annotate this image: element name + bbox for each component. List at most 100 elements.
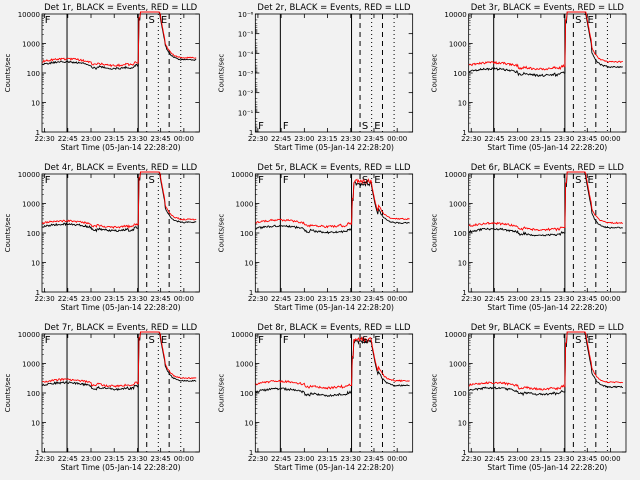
panel-title: Det 2r, BLACK = Events, RED = LLD: [257, 3, 411, 13]
x-axis-label: Start Time (05-Jan-14 22:28:20): [61, 143, 181, 152]
x-tick-label: 23:45: [577, 135, 597, 143]
x-tick-label: 23:00: [81, 135, 101, 143]
x-axis-label: Start Time (05-Jan-14 22:28:20): [274, 143, 394, 152]
panel-8: Det 8r, BLACK = Events, RED = LLD 1 10 100 1…: [217, 323, 414, 472]
y-tick-label: 1: [462, 449, 466, 457]
panel-5: Det 5r, BLACK = Events, RED = LLD 1 10 100 1…: [217, 163, 414, 312]
panel-title: Det 5r, BLACK = Events, RED = LLD: [257, 163, 411, 173]
y-tick-label: 10⁻⁵: [238, 31, 254, 39]
x-tick-label: 23:45: [364, 135, 384, 143]
y-tick-label: 100: [240, 390, 253, 398]
x-tick-label: 23:45: [364, 295, 384, 303]
y-tick-label: 10: [458, 420, 467, 428]
flag-label-e: E: [374, 175, 380, 186]
x-tick-label: 23:00: [508, 295, 528, 303]
x-tick-label: 23:45: [577, 295, 597, 303]
lld-series-line: [255, 336, 410, 390]
y-tick-label: 1000: [22, 361, 40, 369]
x-tick-label: 23:30: [127, 455, 147, 463]
y-tick-label: 10: [31, 420, 40, 428]
y-tick-label: 1: [249, 129, 253, 137]
x-tick-label: 22:30: [34, 295, 54, 303]
y-tick-label: 10000: [231, 331, 253, 339]
x-tick-label: 22:30: [248, 135, 268, 143]
flag-label-f: F: [258, 121, 264, 132]
y-tick-label: 1: [249, 289, 253, 297]
flag-label-e: E: [161, 335, 167, 346]
y-tick-label: 10: [31, 100, 40, 108]
x-tick-label: 23:15: [317, 135, 337, 143]
y-tick-label: 10⁻²: [238, 90, 254, 98]
y-tick-label: 10000: [18, 171, 40, 179]
flag-label-s: S: [148, 15, 154, 26]
y-tick-label: 10000: [18, 11, 40, 19]
flag-label-s: S: [362, 175, 368, 186]
x-tick-label: 23:30: [127, 135, 147, 143]
flag-label-e: E: [161, 15, 167, 26]
x-tick-label: 23:30: [341, 455, 361, 463]
flag-label-f: F: [45, 175, 51, 186]
y-tick-label: 1: [462, 129, 466, 137]
y-tick-label: 100: [27, 70, 40, 78]
x-tick-label: 23:15: [317, 295, 337, 303]
flag-label-f: F: [283, 121, 289, 132]
flag-label-e: E: [374, 335, 380, 346]
x-tick-label: 22:30: [461, 135, 481, 143]
flag-label-s: S: [362, 335, 368, 346]
flag-label-s: S: [148, 335, 154, 346]
panel-title: Det 7r, BLACK = Events, RED = LLD: [44, 323, 198, 333]
panel-3: Det 3r, BLACK = Events, RED = LLD 1 10 100 1…: [431, 3, 627, 152]
x-tick-label: 22:45: [271, 455, 291, 463]
x-tick-label: 22:45: [271, 295, 291, 303]
y-tick-label: 1: [249, 449, 253, 457]
x-tick-label: 23:00: [508, 135, 528, 143]
x-axis-label: Start Time (05-Jan-14 22:28:20): [61, 303, 181, 312]
x-axis-label: Start Time (05-Jan-14 22:28:20): [487, 463, 607, 472]
y-axis-label: Counts/sec: [431, 374, 439, 413]
y-tick-label: 10000: [231, 171, 253, 179]
events-series-line: [42, 171, 197, 233]
x-tick-label: 23:30: [554, 455, 574, 463]
lld-series-line: [41, 171, 197, 230]
panel-title: Det 3r, BLACK = Events, RED = LLD: [471, 3, 625, 13]
x-tick-label: 23:00: [81, 295, 101, 303]
panel-6: Det 6r, BLACK = Events, RED = LLD 1 10 100 1…: [431, 163, 627, 312]
flag-label-s: S: [575, 175, 581, 186]
events-series-line: [468, 331, 623, 397]
panel-title: Det 6r, BLACK = Events, RED = LLD: [471, 163, 625, 173]
lld-series-line: [255, 178, 410, 229]
panel-title: Det 9r, BLACK = Events, RED = LLD: [471, 323, 625, 333]
x-tick-label: 23:45: [151, 295, 171, 303]
x-tick-label: 23:15: [104, 135, 124, 143]
y-tick-label: 100: [453, 70, 466, 78]
y-tick-label: 1: [36, 289, 40, 297]
x-tick-label: 23:30: [554, 135, 574, 143]
x-tick-label: 23:30: [341, 295, 361, 303]
x-axis-label: Start Time (05-Jan-14 22:28:20): [487, 303, 607, 312]
flag-label-s: S: [575, 335, 581, 346]
x-tick-label: 00:00: [387, 135, 407, 143]
x-tick-label: 23:00: [81, 455, 101, 463]
y-tick-label: 10: [458, 100, 467, 108]
x-tick-label: 00:00: [174, 135, 194, 143]
flag-label-s: S: [148, 175, 154, 186]
y-tick-label: 100: [240, 230, 253, 238]
flag-label-e: E: [588, 335, 594, 346]
flag-label-f: F: [258, 175, 264, 186]
events-series-line: [255, 180, 410, 235]
y-tick-label: 10⁻⁶: [238, 11, 254, 19]
x-tick-label: 22:30: [248, 295, 268, 303]
y-axis-label: Counts/sec: [217, 54, 225, 93]
x-tick-label: 23:30: [341, 135, 361, 143]
y-axis-label: Counts/sec: [217, 374, 225, 413]
x-tick-label: 00:00: [387, 295, 407, 303]
y-axis-label: Counts/sec: [4, 214, 12, 253]
events-series-line: [468, 171, 624, 237]
x-tick-label: 00:00: [600, 295, 620, 303]
y-tick-label: 10: [31, 260, 40, 268]
flag-label-e: E: [374, 121, 380, 132]
x-axis-label: Start Time (05-Jan-14 22:28:20): [274, 463, 394, 472]
x-axis-label: Start Time (05-Jan-14 22:28:20): [274, 303, 394, 312]
lld-series-line: [468, 331, 624, 391]
panel-title: Det 1r, BLACK = Events, RED = LLD: [44, 3, 198, 13]
